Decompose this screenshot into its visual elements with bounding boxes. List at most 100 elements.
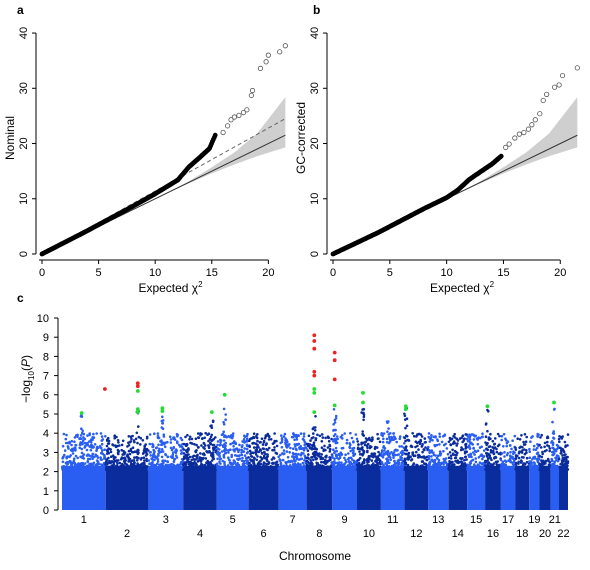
snp-point bbox=[490, 458, 493, 462]
snp-point bbox=[449, 443, 452, 446]
snp-point bbox=[69, 466, 73, 469]
snp-point bbox=[156, 432, 160, 435]
snp-point bbox=[460, 436, 464, 440]
snp-point bbox=[284, 439, 287, 442]
snp-point bbox=[564, 453, 567, 456]
snp-point bbox=[209, 468, 213, 471]
snp-point bbox=[411, 453, 415, 456]
snp-point bbox=[376, 432, 379, 436]
snp-point bbox=[325, 466, 328, 470]
snp-point bbox=[462, 467, 466, 470]
qq-a-x-tick-label: 0 bbox=[39, 267, 45, 279]
snp-point bbox=[135, 456, 138, 459]
snp-point bbox=[335, 456, 339, 460]
snp-point bbox=[230, 462, 234, 466]
snp-point bbox=[72, 457, 76, 461]
snp-point bbox=[204, 444, 207, 447]
snp-point bbox=[320, 440, 324, 443]
snp-point bbox=[390, 438, 394, 442]
snp-point bbox=[433, 463, 437, 466]
snp-point bbox=[543, 445, 546, 449]
snp-point bbox=[409, 466, 413, 469]
snp-point bbox=[291, 460, 294, 463]
snp-point bbox=[187, 460, 190, 464]
snp-point bbox=[268, 466, 272, 469]
qq-a-x-tick-label: 15 bbox=[206, 267, 218, 279]
snp-point bbox=[216, 453, 220, 456]
snp-point bbox=[267, 461, 271, 464]
qq-a-y-axis-label: Nominal bbox=[3, 116, 17, 160]
snp-point bbox=[272, 466, 276, 469]
snp-point bbox=[159, 468, 163, 472]
snp-point bbox=[190, 465, 194, 468]
snp-point bbox=[340, 461, 343, 465]
snp-point bbox=[109, 455, 113, 459]
snp-point bbox=[130, 463, 133, 467]
snp-point bbox=[503, 459, 507, 463]
snp-point bbox=[241, 456, 244, 460]
qq-b-outlier-point bbox=[574, 65, 580, 71]
snp-point bbox=[302, 435, 306, 438]
snp-point bbox=[499, 458, 503, 462]
snp-point bbox=[131, 468, 135, 472]
snp-point bbox=[434, 444, 437, 448]
snp-point bbox=[259, 455, 262, 459]
snp-point bbox=[202, 446, 205, 449]
snp-point bbox=[500, 438, 504, 442]
snp-peak-point bbox=[295, 453, 299, 456]
snp-point bbox=[99, 446, 103, 450]
snp-point bbox=[345, 441, 349, 445]
snp-point bbox=[551, 468, 554, 472]
snp-point bbox=[248, 444, 251, 448]
snp-point bbox=[564, 445, 567, 449]
snp-point bbox=[421, 450, 424, 454]
snp-point bbox=[295, 467, 299, 470]
snp-point bbox=[91, 452, 95, 456]
snp-point bbox=[288, 460, 292, 464]
snp-point bbox=[474, 457, 478, 460]
snp-point bbox=[271, 448, 274, 452]
snp-point bbox=[424, 440, 427, 444]
snp-point bbox=[91, 457, 94, 461]
snp-peak-point bbox=[161, 415, 164, 419]
snp-point bbox=[260, 451, 264, 455]
snp-point bbox=[227, 451, 230, 454]
qq-a-y-tick-label: 40 bbox=[18, 27, 30, 39]
snp-point bbox=[280, 434, 283, 437]
snp-point bbox=[143, 461, 146, 465]
snp-point bbox=[131, 450, 134, 454]
snp-point bbox=[399, 456, 403, 459]
snp-point bbox=[134, 437, 138, 441]
snp-point bbox=[456, 459, 460, 462]
snp-point bbox=[465, 445, 468, 449]
snp-point bbox=[259, 468, 262, 472]
snp-point bbox=[202, 442, 206, 445]
snp-point bbox=[172, 437, 175, 441]
snp-point bbox=[293, 443, 297, 446]
snp-point bbox=[439, 468, 442, 471]
snp-point bbox=[267, 438, 271, 441]
snp-point bbox=[75, 434, 78, 437]
snp-point bbox=[265, 434, 268, 438]
snp-point bbox=[312, 432, 315, 435]
snp-point bbox=[487, 436, 491, 439]
manhattan-y-tick-label: 8 bbox=[43, 351, 49, 363]
snp-point bbox=[107, 442, 111, 445]
snp-peak-point bbox=[79, 462, 82, 466]
chromosome-9-base bbox=[332, 465, 357, 510]
suggestive-snp-point bbox=[222, 392, 227, 397]
snp-point bbox=[163, 459, 167, 463]
snp-point bbox=[251, 459, 254, 462]
qq-a-outlier-point bbox=[249, 87, 256, 94]
snp-point bbox=[438, 435, 442, 438]
snp-point bbox=[307, 453, 310, 456]
snp-point bbox=[69, 461, 73, 465]
snp-point bbox=[321, 467, 325, 471]
snp-peak-point bbox=[405, 417, 409, 421]
snp-point bbox=[443, 459, 447, 462]
snp-point bbox=[64, 461, 68, 465]
snp-point bbox=[370, 459, 374, 462]
snp-point bbox=[400, 453, 404, 457]
snp-point bbox=[185, 443, 188, 446]
snp-point bbox=[248, 461, 251, 465]
